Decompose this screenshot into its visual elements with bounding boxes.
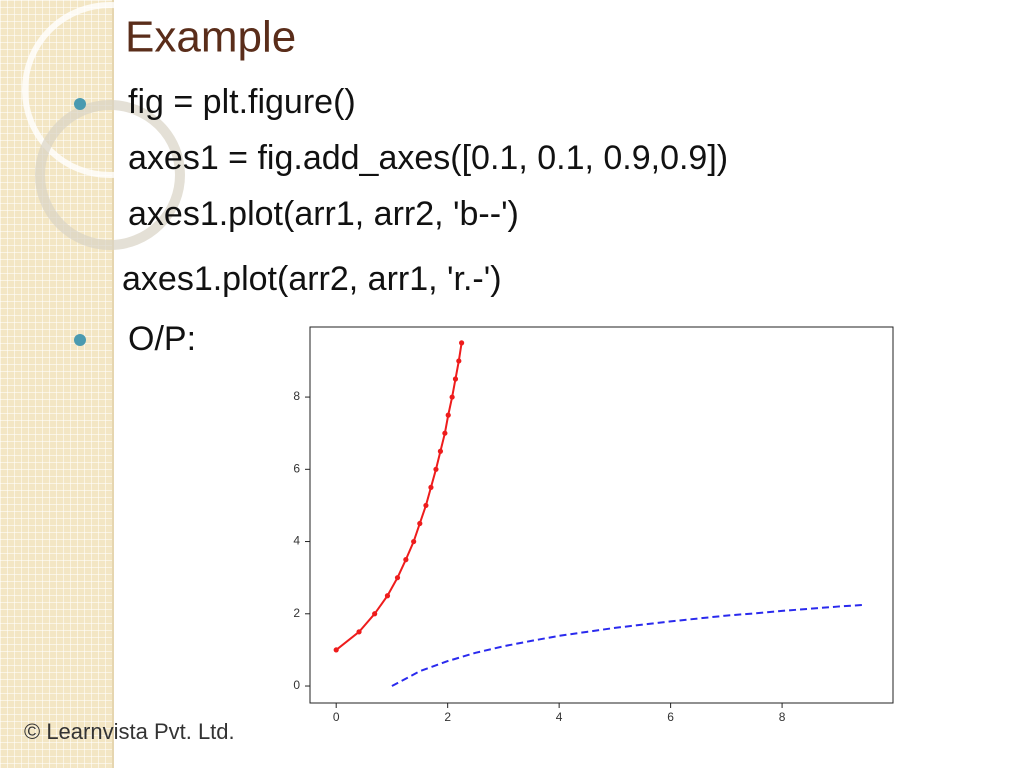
series-line (391, 603, 866, 687)
point (333, 647, 339, 653)
point (384, 593, 391, 599)
point (372, 611, 378, 617)
point (442, 430, 448, 436)
y-tick-label: 6 (293, 461, 300, 475)
output-label: O/P: (128, 320, 196, 358)
x-tick-label: 4 (556, 710, 563, 724)
code-line: axes1.plot(arr1, arr2, 'b--') (128, 195, 519, 233)
point (456, 358, 462, 364)
series-line (335, 342, 463, 651)
code-line: fig = plt.figure() (128, 83, 356, 121)
point (449, 394, 455, 400)
slide-title: Example (125, 13, 296, 62)
point (459, 340, 465, 346)
point (452, 376, 459, 382)
bullet (74, 334, 86, 346)
point (411, 538, 417, 545)
x-tick-label: 0 (333, 710, 340, 724)
point (433, 466, 439, 472)
x-tick-label: 8 (779, 710, 786, 724)
point (437, 448, 444, 454)
point (445, 412, 451, 418)
point (417, 520, 423, 527)
code-line: axes1 = fig.add_axes([0.1, 0.1, 0.9,0.9]… (128, 139, 728, 177)
x-tick-label: 2 (444, 710, 451, 724)
point (403, 557, 409, 563)
y-tick-label: 4 (293, 534, 300, 548)
footer: © Learnvista Pvt. Ltd. (24, 719, 235, 744)
y-tick-label: 0 (293, 678, 300, 692)
point (423, 502, 429, 509)
y-tick-label: 2 (293, 606, 300, 620)
axes-frame (309, 326, 894, 704)
bullet (74, 98, 86, 110)
code-line: axes1.plot(arr2, arr1, 'r.-') (122, 260, 502, 298)
x-tick-label: 6 (667, 710, 674, 724)
point (428, 484, 434, 490)
y-tick-label: 8 (293, 389, 300, 403)
decor-circle (22, 2, 198, 178)
point (394, 575, 401, 581)
point (356, 629, 362, 635)
decor-circle (35, 100, 185, 250)
